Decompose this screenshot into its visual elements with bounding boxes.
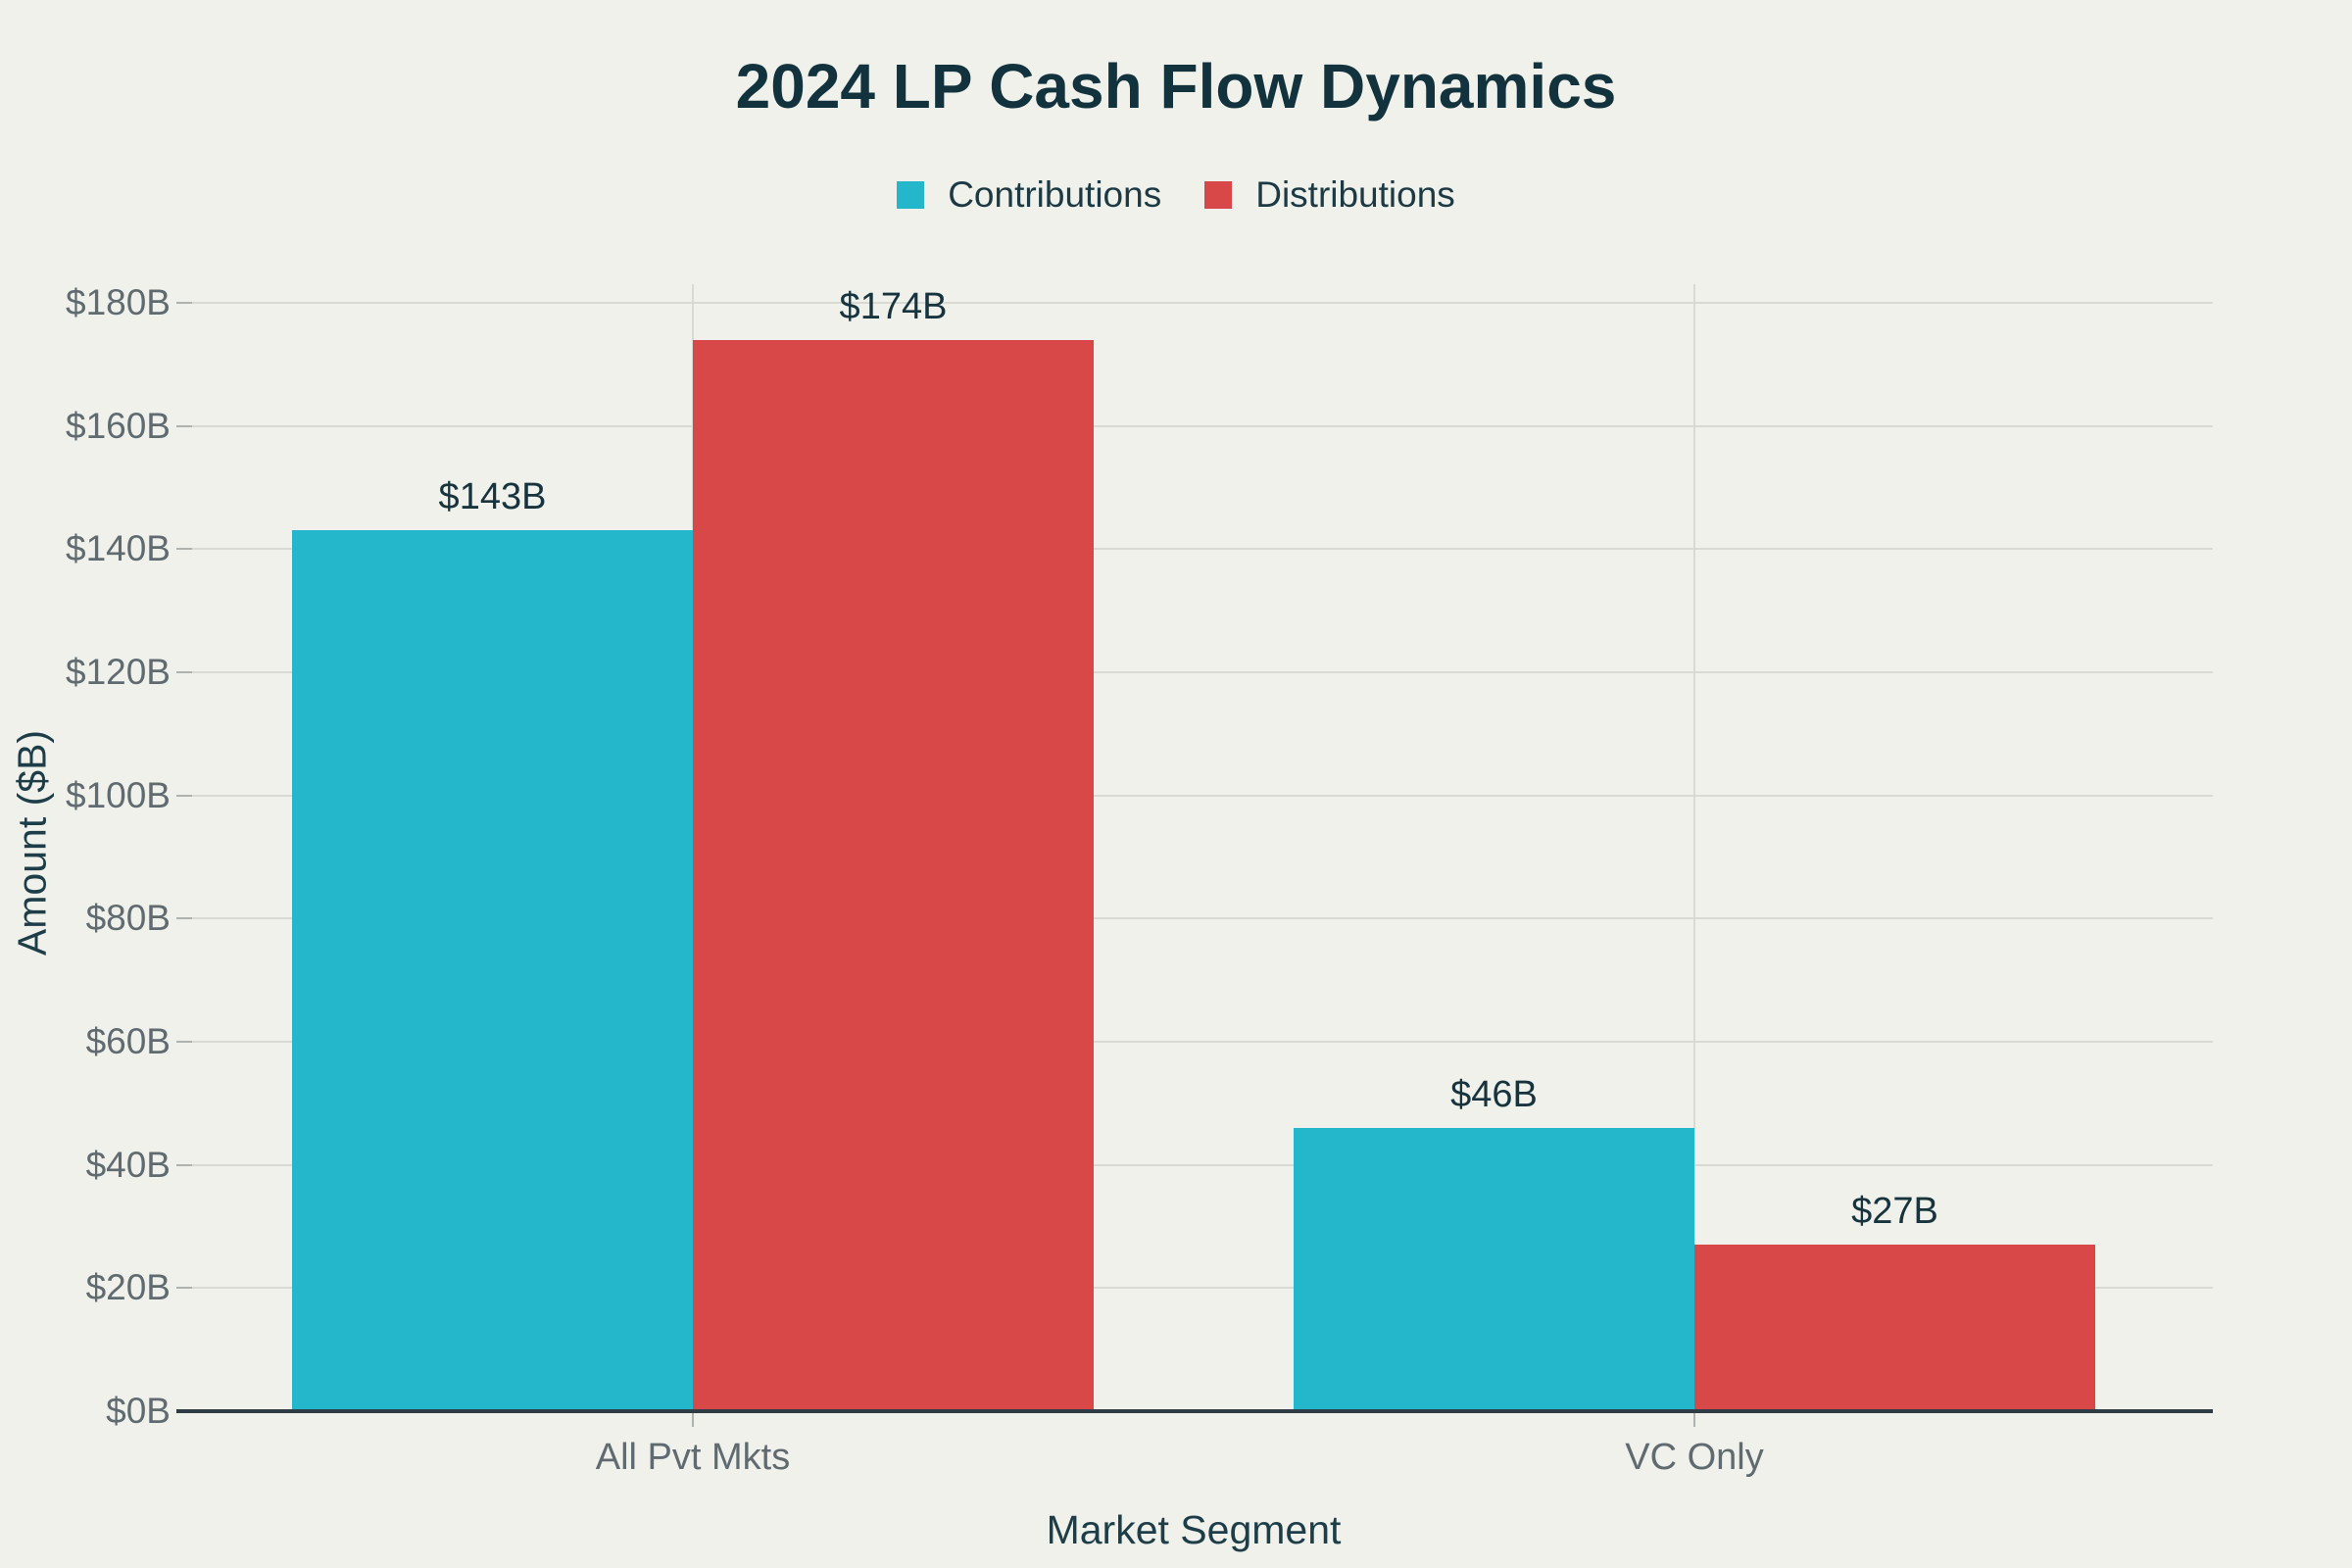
y-tick-label: $40B — [85, 1144, 171, 1185]
y-tick-mark — [176, 1163, 192, 1166]
y-gridline — [192, 424, 2213, 427]
legend: Contributions Distributions — [0, 174, 2352, 216]
x-tick-mark — [692, 1413, 694, 1427]
bar-value-label-all-pvt-mkts-distributions: $174B — [839, 285, 948, 327]
y-gridline — [192, 302, 2213, 304]
x-tick-mark — [1693, 1413, 1695, 1427]
y-tick-mark — [176, 548, 192, 551]
y-gridline — [192, 1041, 2213, 1043]
legend-label: Contributions — [948, 174, 1162, 215]
y-tick-mark — [176, 424, 192, 427]
x-axis-title: Market Segment — [1046, 1507, 1342, 1552]
y-tick-label: $140B — [66, 528, 171, 569]
bar-value-label-vc-only-contributions: $46B — [1450, 1073, 1538, 1115]
y-tick-mark — [176, 794, 192, 797]
y-gridline — [192, 1163, 2213, 1166]
y-axis-title: Amount ($B) — [9, 729, 55, 956]
y-gridline — [192, 794, 2213, 797]
bar-value-label-all-pvt-mkts-contributions: $143B — [438, 476, 547, 518]
bar-vc-only-distributions — [1694, 1245, 2095, 1411]
bar-all-pvt-mkts-distributions — [693, 339, 1094, 1411]
y-tick-label: $60B — [85, 1021, 171, 1061]
y-tick-label: $100B — [66, 774, 171, 815]
chart-title: 2024 LP Cash Flow Dynamics — [735, 51, 1617, 122]
y-gridline — [192, 1287, 2213, 1290]
y-gridline — [192, 548, 2213, 551]
legend-swatch-icon — [897, 181, 925, 209]
y-tick-label: $120B — [66, 652, 171, 692]
x-gridline — [1693, 284, 1695, 1411]
legend-item-distributions[interactable]: Distributions — [1204, 174, 1455, 216]
y-tick-mark — [176, 302, 192, 304]
y-tick-mark — [176, 1041, 192, 1043]
y-tick-mark — [176, 917, 192, 920]
y-tick-mark — [176, 1287, 192, 1290]
y-tick-label: $20B — [85, 1267, 171, 1308]
x-axis-line — [176, 1409, 2213, 1413]
bar-value-label-vc-only-distributions: $27B — [1851, 1191, 1938, 1233]
bar-all-pvt-mkts-contributions — [292, 530, 693, 1411]
y-tick-label: $80B — [85, 898, 171, 939]
y-tick-label: $160B — [66, 405, 171, 446]
x-tick-label-vc-only: VC Only — [1625, 1437, 1764, 1478]
bar-vc-only-contributions — [1294, 1127, 1694, 1411]
legend-label: Distributions — [1255, 174, 1455, 215]
legend-swatch-icon — [1204, 181, 1233, 209]
y-gridline — [192, 671, 2213, 673]
y-gridline — [192, 917, 2213, 920]
y-tick-mark — [176, 671, 192, 673]
legend-item-contributions[interactable]: Contributions — [897, 174, 1161, 216]
y-tick-label: $0B — [106, 1391, 171, 1431]
y-tick-label: $180B — [66, 282, 171, 322]
x-tick-label-all-pvt-mkts: All Pvt Mkts — [595, 1437, 791, 1478]
